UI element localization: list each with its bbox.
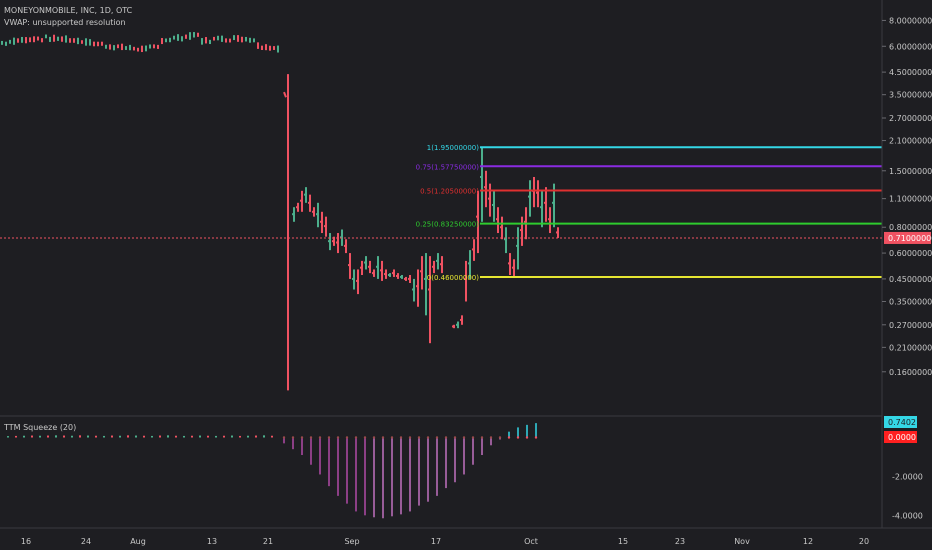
time-tick-label: 24 [81, 537, 91, 546]
time-tick-label: 13 [207, 537, 217, 546]
squeeze-dot [408, 436, 412, 439]
squeeze-dot [498, 436, 502, 439]
squeeze-dot [300, 436, 304, 439]
squeeze-dot [363, 436, 367, 439]
price-tick-label: 1.50000000 [889, 167, 932, 176]
price-bars [1, 32, 559, 391]
chart-title: MONEYONMOBILE, INC, 1D, OTC [4, 6, 133, 15]
squeeze-dot [462, 436, 466, 439]
squeeze-dot [471, 436, 475, 439]
fib-retracement[interactable]: 1(1.95000000) 0.75(1.57750000) 0.5(1.20500… [416, 144, 882, 282]
ttm-squeeze-label: TTM Squeeze (20) [4, 423, 77, 432]
osc-zero-label: 0.0000 [888, 433, 916, 442]
fib-level-label: 0(0.46000000) [427, 274, 479, 282]
fib-level-label: 0.75(1.57750000) [416, 163, 480, 171]
squeeze-dot [453, 436, 457, 439]
price-tick-label: 8.00000000 [889, 16, 932, 25]
ttm-squeeze-histogram [7, 423, 538, 519]
fib-level-label: 0.25(0.83250000) [416, 221, 480, 229]
price-tick-label: 4.50000000 [889, 68, 932, 77]
time-tick-label: 16 [21, 537, 31, 546]
squeeze-dot [327, 436, 331, 439]
squeeze-dot [426, 436, 430, 439]
squeeze-dot [399, 436, 403, 439]
time-tick-label: 12 [803, 537, 813, 546]
time-tick-label: 23 [675, 537, 685, 546]
time-tick-label: Oct [524, 537, 538, 546]
last-price-label: 0.71000000 [888, 234, 932, 243]
time-tick-label: 17 [431, 537, 441, 546]
squeeze-dot [336, 436, 340, 439]
squeeze-dot [291, 436, 295, 439]
osc-tick-label: -4.0000 [892, 511, 923, 520]
squeeze-dot [345, 436, 349, 439]
squeeze-dot [318, 436, 322, 439]
osc-value-tag [884, 416, 917, 428]
time-tick-label: 21 [263, 537, 273, 546]
last-price-tag [884, 231, 931, 244]
squeeze-dot [444, 436, 448, 439]
vwap-label: VWAP: unsupported resolution [4, 18, 126, 27]
price-bar [283, 91, 287, 98]
squeeze-dot [354, 436, 358, 439]
fib-level-label: 0.5(1.20500000) [420, 187, 479, 195]
osc-tick-label: -2.0000 [892, 472, 923, 481]
squeeze-dot [372, 436, 376, 439]
osc-zero-tag [884, 431, 917, 443]
squeeze-dot [282, 436, 286, 439]
squeeze-dot [480, 436, 484, 439]
squeeze-dot [489, 436, 493, 439]
price-tick-label: 2.70000000 [889, 114, 932, 123]
time-tick-label: Sep [344, 537, 359, 546]
squeeze-dot [435, 436, 439, 439]
squeeze-dot [390, 436, 394, 439]
price-tick-label: 6.00000000 [889, 42, 932, 51]
time-tick-label: Aug [130, 537, 146, 546]
fib-level-label: 1(1.95000000) [427, 144, 479, 152]
price-tick-label: 3.50000000 [889, 91, 932, 100]
squeeze-dot [534, 436, 538, 439]
squeeze-dot [516, 436, 520, 439]
osc-value-label: 0.7402 [888, 418, 916, 427]
squeeze-dot [525, 436, 529, 439]
time-tick-label: 20 [859, 537, 869, 546]
squeeze-dot [309, 436, 313, 439]
time-tick-label: 15 [618, 537, 628, 546]
squeeze-dot [507, 436, 511, 439]
time-tick-label: Nov [734, 537, 750, 546]
squeeze-dot [381, 436, 385, 439]
squeeze-dot [417, 436, 421, 439]
